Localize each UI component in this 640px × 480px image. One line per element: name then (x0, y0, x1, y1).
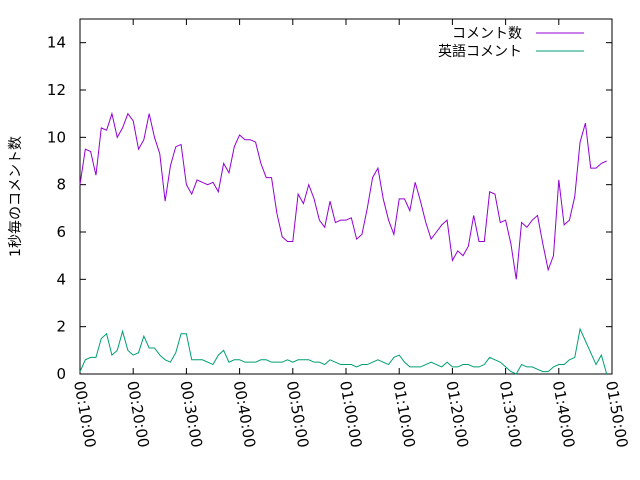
legend-label: コメント数 (452, 26, 522, 42)
x-tick-label: 01:40:00 (549, 380, 578, 449)
y-tick-label: 14 (47, 34, 66, 52)
legend-label: 英語コメント (438, 43, 522, 60)
y-tick-label: 0 (56, 365, 66, 383)
y-tick-label: 12 (47, 81, 66, 99)
x-tick-label: 00:20:00 (123, 380, 152, 449)
y-tick-label: 4 (56, 270, 66, 288)
x-tick-label: 00:50:00 (283, 380, 312, 449)
series-line-1 (79, 111, 607, 280)
x-tick-label: 01:30:00 (496, 380, 525, 449)
series-line-2 (79, 327, 608, 375)
y-tick-label: 6 (56, 223, 66, 241)
y-tick-label: 8 (56, 176, 66, 194)
y-tick-label: 2 (56, 318, 66, 336)
x-tick-label: 01:00:00 (336, 380, 365, 449)
x-tick-label: 00:10:00 (70, 380, 99, 449)
plot-frame (79, 18, 613, 375)
y-axis-label: 1秒毎のコメント数 (8, 136, 24, 257)
x-tick-label: 01:10:00 (389, 380, 418, 449)
x-tick-label: 01:50:00 (602, 380, 631, 449)
y-tick-label: 10 (47, 128, 66, 146)
x-tick-label: 01:20:00 (442, 380, 471, 449)
x-tick-label: 00:40:00 (230, 380, 259, 449)
x-tick-label: 00:30:00 (176, 380, 205, 449)
